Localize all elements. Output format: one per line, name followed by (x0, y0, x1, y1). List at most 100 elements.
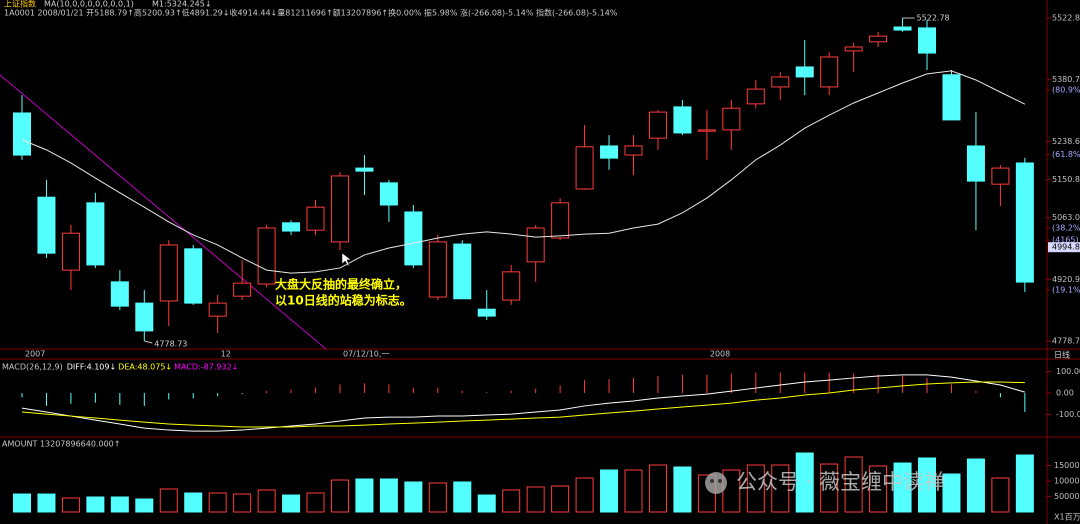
candle-body (1015, 162, 1034, 283)
candle-body (795, 66, 814, 78)
volume-bar (795, 452, 814, 513)
content: 5522.8 5380.7 5238.6 5150.8 5063.0 4920.9 4778… (2, 13, 1080, 522)
panel-title: AMOUNT 13207896640.000↑ (2, 440, 120, 449)
candle-body (306, 206, 325, 231)
volume-bar (746, 464, 765, 513)
candle-body (600, 145, 619, 159)
candle-body (771, 76, 790, 88)
watermark-icon (718, 479, 722, 483)
fib-tick-label: (61.8%) (1052, 150, 1080, 159)
volume-bar (159, 488, 178, 513)
candle-body (233, 282, 252, 297)
candle-body (820, 56, 839, 88)
watermark: 公众号 · 薇宝缠中读禅 (736, 470, 945, 494)
volume-bar (208, 492, 227, 513)
annotation: 大盘大反抽的最终确立， (275, 277, 407, 292)
volume-bar (135, 498, 154, 513)
volume-bar (330, 479, 349, 513)
legend-entry: MACD:-87.932↓ (174, 363, 238, 372)
symbol: 上证指数 (4, 0, 36, 9)
candle-body (673, 106, 692, 134)
watermark-icon (710, 479, 714, 483)
candle-body (746, 88, 765, 105)
candle-body (404, 211, 423, 266)
ma-line (21, 70, 1026, 274)
volume-bar (844, 456, 863, 513)
candle-body (184, 248, 203, 304)
volume-bar (184, 492, 203, 513)
candle-body (208, 302, 227, 317)
candle-body (282, 222, 301, 232)
volume-bar (282, 494, 301, 513)
volume-bar (673, 466, 692, 513)
volume-bar (820, 463, 839, 513)
candle-body (966, 145, 985, 182)
volume-bar (306, 492, 325, 513)
y-tick-label: 100000 (1054, 477, 1080, 486)
panel-title: MACD(26,12,9) (2, 363, 63, 372)
candle-body (453, 243, 472, 300)
last-price-box (1048, 242, 1080, 253)
volume-bar (110, 496, 129, 513)
watermark-icon (705, 472, 727, 494)
volume-bar (893, 462, 912, 513)
ma-readout: M1:5324.245↓ (152, 0, 212, 9)
candle-body (624, 145, 643, 156)
y-tick-label: 100.00 (1056, 367, 1080, 376)
volume-bar (918, 457, 937, 513)
candle-body (61, 232, 80, 271)
candle-body (428, 241, 447, 298)
indicator: MA(10,0,0,0,0,0,0,0,1) (44, 0, 134, 9)
last-price-label: 4994.83 (1052, 243, 1080, 252)
candle-body (159, 244, 178, 302)
fib-tick-label: (19.1%) (1052, 286, 1080, 295)
y-tick-label: -100.00 (1056, 410, 1080, 419)
volume-bar (428, 482, 447, 513)
low-label: 4778.73 (154, 339, 187, 348)
candle-body (330, 175, 349, 243)
macd-line (21, 374, 1025, 432)
y-tick-label: 4778.7 (1052, 337, 1080, 346)
x-tick-label: 2008 (710, 350, 730, 359)
candle-body (86, 202, 105, 266)
volume-bar (575, 477, 594, 513)
volume-bar (1015, 454, 1034, 513)
volume-bar (991, 477, 1010, 513)
fib-tick-label: (80.9%) (1052, 85, 1080, 94)
candle-body (502, 271, 521, 301)
volume-bar (869, 465, 888, 513)
y-tick-label: 5522.8 (1052, 13, 1080, 22)
volume-bar (233, 493, 252, 513)
candle-body (135, 302, 154, 332)
volume-bar (453, 481, 472, 513)
candle-body (355, 167, 374, 172)
x-tick-label: 2007 (25, 350, 45, 359)
candle-body (722, 107, 741, 131)
volume-bar (600, 469, 619, 513)
candle-body (844, 46, 863, 52)
candle-body (257, 227, 276, 285)
volume-bar (502, 489, 521, 513)
volume-bar (355, 478, 374, 513)
x-tick-label: 12 (221, 350, 231, 359)
candle-body (13, 112, 31, 156)
volume-bar (61, 497, 80, 513)
candle-body (379, 182, 398, 206)
y-tick-label: 5238.6 (1052, 137, 1080, 146)
quote-info: 1A0001 2008/01/21 开5188.79↑高5200.93↑低489… (4, 8, 618, 18)
y-tick-label: 4920.9 (1052, 275, 1080, 284)
mouse-cursor (341, 252, 352, 267)
volume-bar (404, 481, 423, 513)
volume-bar (624, 469, 643, 513)
period-label: 日线 (1054, 350, 1070, 360)
volume-bar (966, 458, 985, 513)
trend-line (0, 74, 327, 350)
candle-body (893, 26, 912, 31)
legend-entry: DEA:48.075↓ (118, 363, 172, 372)
macd-line (21, 381, 1025, 428)
volume-bar (771, 464, 790, 513)
candle-body (918, 27, 937, 54)
y-tick-label: 5380.7 (1052, 75, 1080, 84)
candle-body (648, 111, 667, 139)
y-tick-label: 5063.0 (1052, 213, 1080, 222)
